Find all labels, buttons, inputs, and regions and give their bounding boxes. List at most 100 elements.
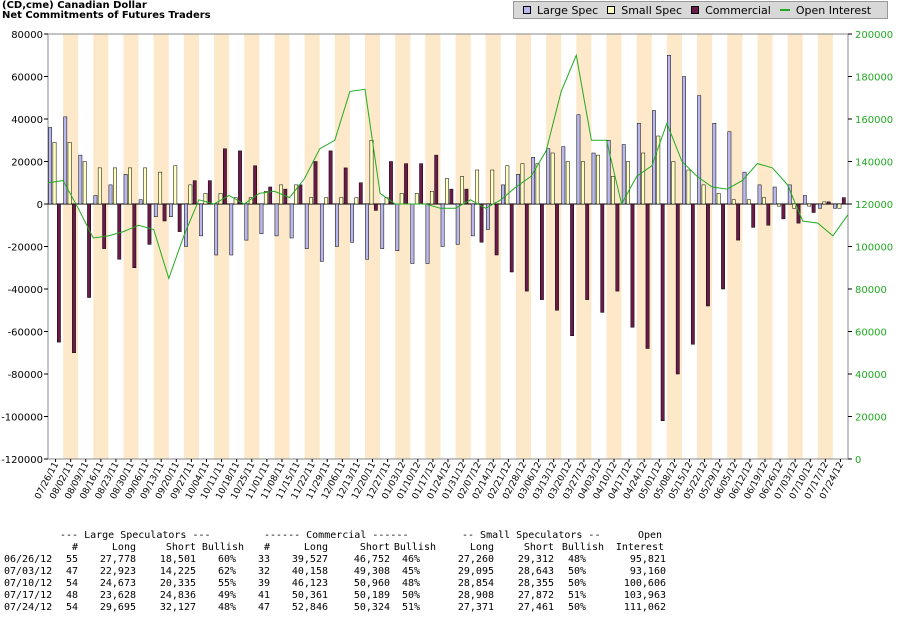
table-cell-l-num: 55 bbox=[65, 554, 78, 565]
table-cell-s-long: 28,908 bbox=[457, 590, 494, 601]
bar-small-spec bbox=[837, 203, 842, 209]
bar-commercial bbox=[660, 203, 665, 421]
bar-commercial bbox=[781, 203, 786, 220]
right-axis-tick-label: 120000 bbox=[855, 200, 893, 211]
table-cell-s-bull: 48% bbox=[567, 554, 586, 565]
table-cell-c-long: 52,846 bbox=[291, 602, 328, 613]
group-header-open: Open bbox=[638, 530, 663, 541]
bar-small-spec bbox=[143, 167, 147, 205]
bar-large-spec bbox=[63, 116, 68, 205]
col-header-l-bull: Bullish bbox=[201, 542, 244, 553]
plot-stripe bbox=[757, 34, 774, 459]
plot-stripe bbox=[817, 34, 834, 459]
table-cell-c-bull: 46% bbox=[401, 554, 420, 565]
table-cell-s-long: 28,854 bbox=[457, 578, 494, 589]
table-cell-c-short: 50,324 bbox=[353, 602, 390, 613]
bar-large-spec bbox=[546, 148, 551, 205]
bar-small-spec bbox=[535, 163, 540, 205]
bar-commercial bbox=[434, 154, 439, 205]
bar-commercial bbox=[826, 201, 831, 205]
bar-small-spec bbox=[580, 161, 585, 205]
table-cell-c-short: 50,960 bbox=[353, 578, 390, 589]
bar-commercial bbox=[419, 163, 424, 205]
legend-line-open-interest bbox=[779, 9, 790, 11]
plot-stripe bbox=[651, 34, 668, 459]
plot-stripe bbox=[63, 34, 79, 459]
plot-stripe bbox=[591, 34, 607, 459]
bar-commercial bbox=[690, 203, 695, 345]
left-axis-tick-label: -80000 bbox=[8, 370, 43, 381]
table-cell-c-num: 32 bbox=[257, 566, 270, 577]
bar-small-spec bbox=[671, 161, 676, 205]
chart-subtitle: Net Commitments of Futures Traders bbox=[2, 10, 211, 21]
table-cell-s-bull: 50% bbox=[567, 602, 586, 613]
right-axis-tick-label: 40000 bbox=[855, 370, 887, 381]
legend-swatch-small-spec bbox=[607, 6, 616, 14]
plot-stripe bbox=[802, 34, 819, 459]
table-cell-c-short: 49,308 bbox=[353, 566, 390, 577]
plot-stripe bbox=[349, 34, 366, 459]
table-cell-c-long: 39,527 bbox=[291, 554, 328, 565]
table-cell-l-bull: 48% bbox=[217, 602, 236, 613]
table-cell-s-long: 29,095 bbox=[457, 566, 494, 577]
bar-small-spec bbox=[369, 140, 374, 205]
bar-commercial bbox=[645, 203, 650, 349]
table-cell-c-long: 50,361 bbox=[291, 590, 328, 601]
table-cell-date: 07/10/12 bbox=[4, 578, 53, 589]
bar-small-spec bbox=[792, 203, 797, 209]
cot-table: --- Large Speculators --- ------ Commerc… bbox=[0, 530, 898, 614]
table-cell-l-short: 14,225 bbox=[159, 566, 196, 577]
col-header-c-num: # bbox=[263, 542, 270, 553]
bar-large-spec bbox=[742, 171, 747, 205]
bar-small-spec bbox=[429, 191, 434, 205]
bar-commercial bbox=[117, 203, 122, 260]
table-cell-l-num: 47 bbox=[65, 566, 78, 577]
bar-small-spec bbox=[399, 193, 404, 205]
table-row: 07/10/12 54 24,673 20,335 55% 39 46,123 50,960 4… bbox=[0, 578, 898, 590]
legend-item-small-spec: Small Spec bbox=[607, 4, 682, 17]
legend-label-small-spec: Small Spec bbox=[621, 3, 683, 17]
bar-large-spec bbox=[93, 195, 98, 205]
table-cell-s-short: 29,312 bbox=[517, 554, 554, 565]
col-header-c-long: Long bbox=[303, 542, 328, 553]
bar-small-spec bbox=[565, 161, 570, 205]
bar-small-spec bbox=[324, 197, 329, 205]
legend: Large Spec Small Spec Commercial Open In… bbox=[513, 1, 888, 19]
plot-stripe bbox=[455, 34, 472, 459]
col-header-l-long: Long bbox=[111, 542, 136, 553]
bar-large-spec bbox=[78, 154, 83, 205]
bar-commercial bbox=[313, 161, 318, 205]
bar-large-spec bbox=[365, 203, 370, 260]
bar-commercial bbox=[404, 163, 408, 205]
bar-large-spec bbox=[229, 203, 234, 256]
col-header-oi: Interest bbox=[615, 542, 664, 553]
table-row: 07/03/12 47 22,923 14,225 62% 32 40,158 49,308 4… bbox=[0, 566, 898, 578]
legend-label-large-spec: Large Spec bbox=[537, 3, 599, 17]
table-cell-c-long: 40,158 bbox=[291, 566, 328, 577]
open-interest-line bbox=[47, 53, 849, 280]
plot-stripe bbox=[304, 34, 321, 459]
bar-large-spec bbox=[425, 203, 430, 264]
bar-large-spec bbox=[772, 186, 777, 205]
bar-commercial bbox=[479, 203, 484, 243]
bar-commercial bbox=[253, 165, 257, 205]
bar-large-spec bbox=[516, 174, 520, 205]
bar-small-spec bbox=[414, 193, 419, 205]
bar-commercial bbox=[585, 203, 590, 300]
table-cell-l-bull: 55% bbox=[217, 578, 236, 589]
plot-stripe bbox=[259, 34, 275, 459]
plot-stripe bbox=[364, 34, 381, 459]
table-cell-l-num: 48 bbox=[65, 590, 78, 601]
table-cell-oi: 93,160 bbox=[629, 566, 666, 577]
bar-large-spec bbox=[757, 184, 762, 205]
plot-stripe bbox=[742, 34, 758, 459]
plot-stripe bbox=[380, 34, 396, 459]
bar-commercial bbox=[87, 203, 91, 298]
bar-commercial bbox=[524, 203, 529, 292]
table-cell-l-short: 18,501 bbox=[159, 554, 196, 565]
bar-commercial bbox=[555, 203, 559, 311]
table-cell-c-short: 50,189 bbox=[353, 590, 390, 601]
bar-large-spec bbox=[697, 95, 702, 205]
bar-commercial bbox=[751, 203, 756, 228]
table-cell-s-long: 27,371 bbox=[457, 602, 494, 613]
